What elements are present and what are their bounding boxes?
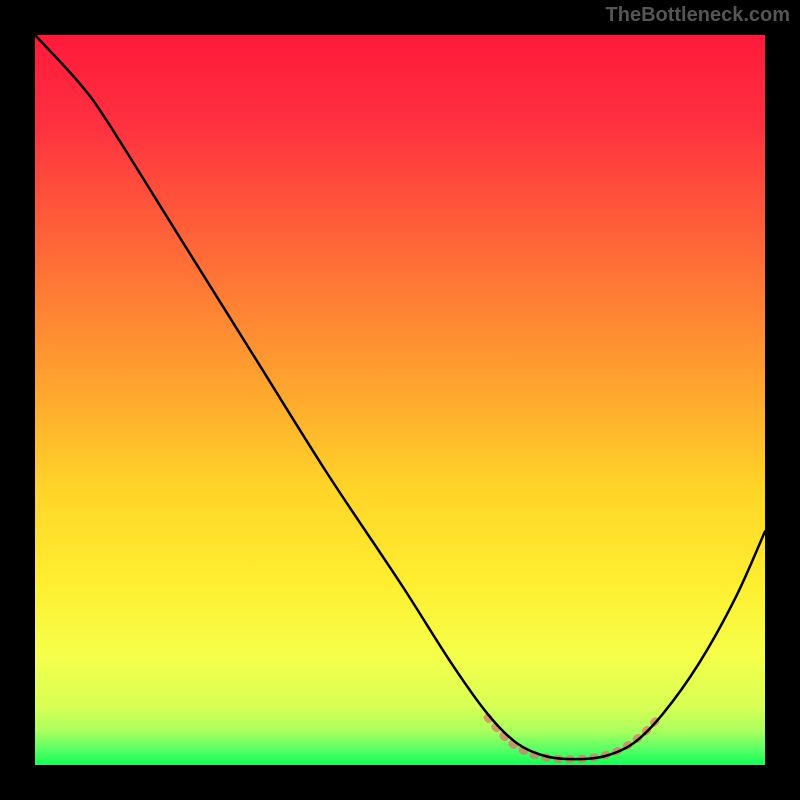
chart-svg (35, 35, 765, 765)
gradient-fill (35, 35, 765, 765)
plot-area (35, 35, 765, 765)
watermark-text: TheBottleneck.com (606, 4, 790, 27)
chart-container: TheBottleneck.com (0, 0, 800, 800)
